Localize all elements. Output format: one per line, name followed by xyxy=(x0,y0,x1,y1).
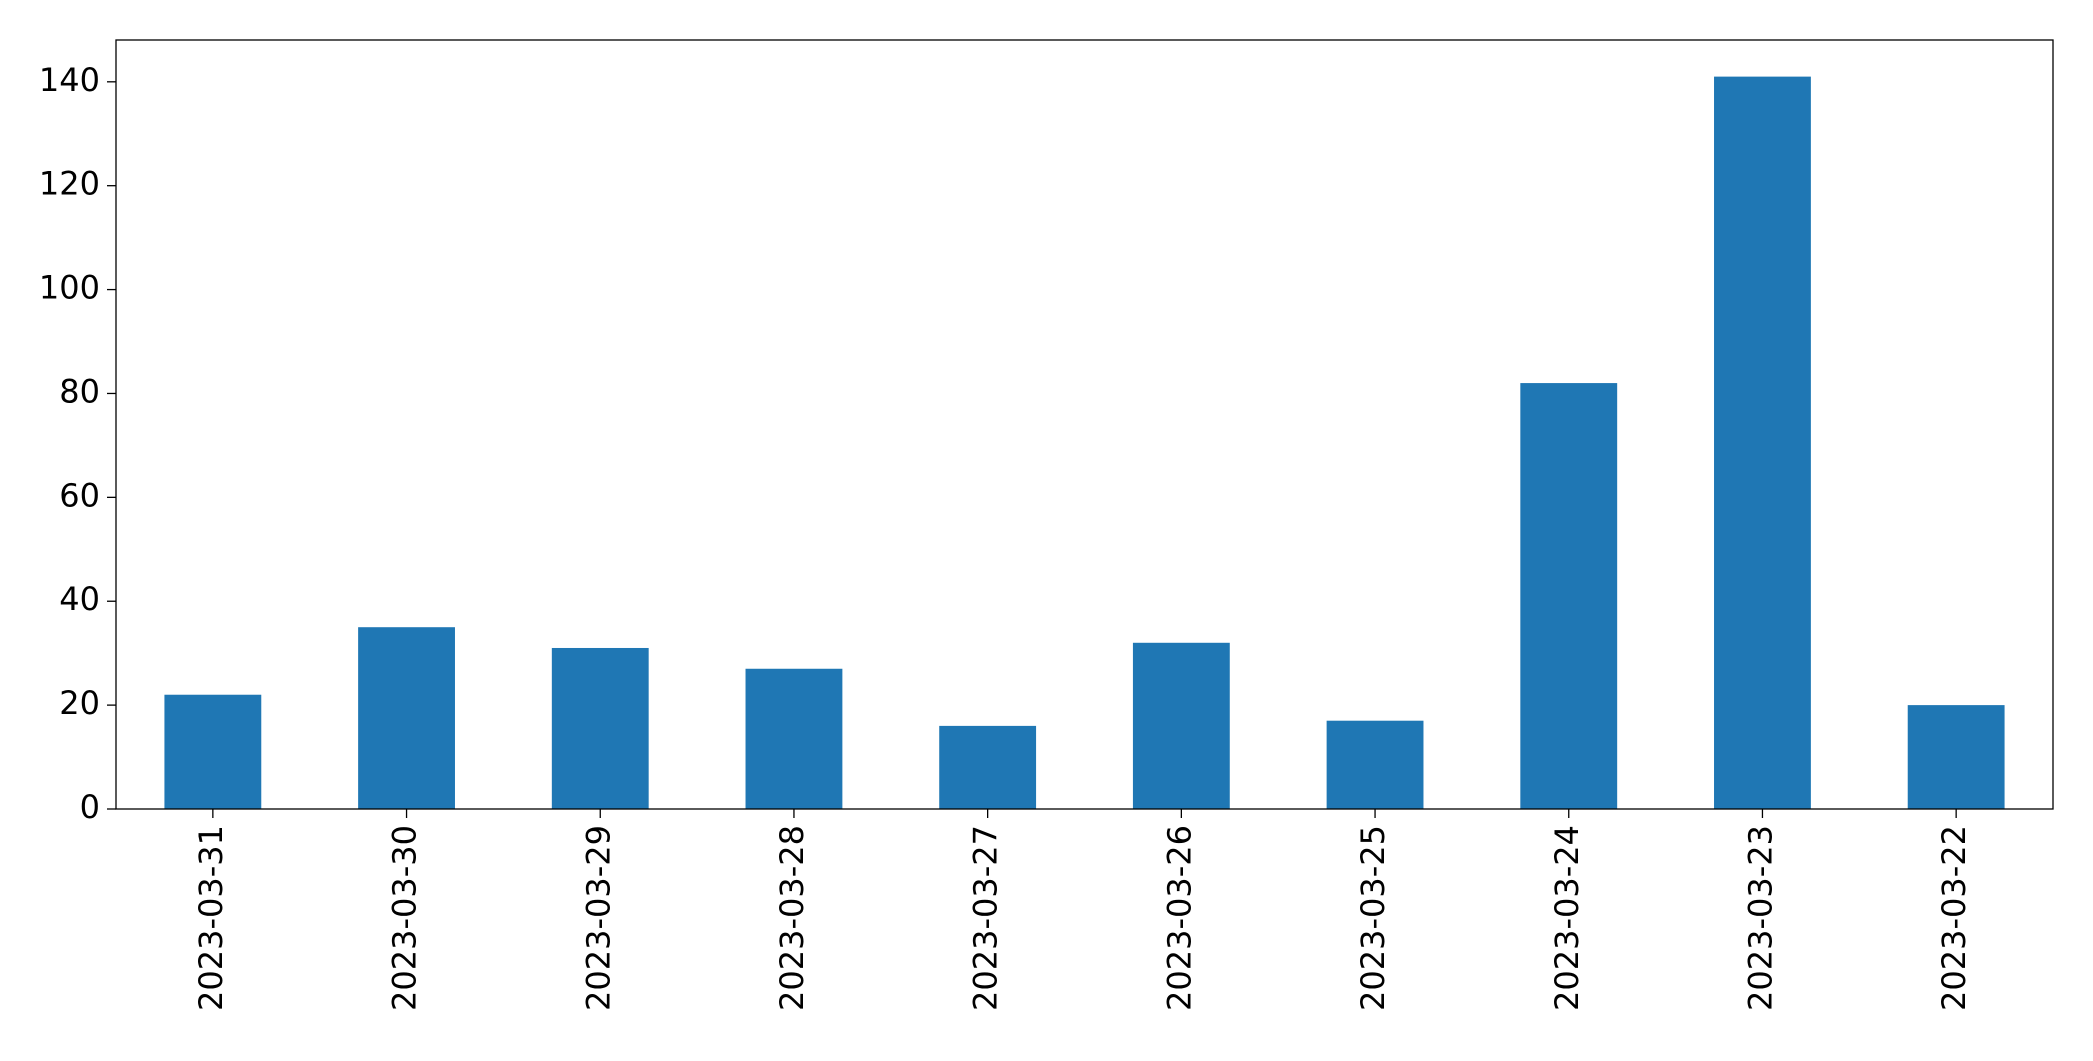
bar xyxy=(745,668,843,809)
x-tick-label: 2023-03-22 xyxy=(1935,825,1973,1011)
x-tick-label: 2023-03-25 xyxy=(1354,825,1392,1011)
y-tick-label: 80 xyxy=(59,372,100,410)
bar xyxy=(1132,642,1230,809)
y-tick-label: 100 xyxy=(39,269,100,307)
bar xyxy=(939,725,1037,809)
x-tick-label: 2023-03-28 xyxy=(773,825,811,1011)
x-tick-label: 2023-03-23 xyxy=(1741,825,1779,1011)
x-tick-label: 2023-03-26 xyxy=(1160,825,1198,1011)
bar xyxy=(164,694,262,809)
x-tick-label: 2023-03-31 xyxy=(192,825,230,1011)
y-tick-label: 140 xyxy=(39,61,100,99)
y-tick-label: 0 xyxy=(80,788,100,826)
y-tick-label: 20 xyxy=(59,684,100,722)
x-tick-label: 2023-03-29 xyxy=(579,825,617,1011)
bar xyxy=(1907,705,2005,809)
x-tick-label: 2023-03-27 xyxy=(967,825,1005,1011)
y-tick-label: 120 xyxy=(39,165,100,203)
bar xyxy=(1714,76,1811,810)
y-tick-label: 40 xyxy=(59,580,100,618)
bar xyxy=(358,627,455,809)
plot-frame xyxy=(115,39,2054,810)
x-tick-label: 2023-03-30 xyxy=(386,825,424,1011)
bar xyxy=(1520,383,1618,809)
y-tick-label: 60 xyxy=(59,476,100,514)
bar xyxy=(551,647,649,809)
bar xyxy=(1326,720,1424,809)
x-tick-label: 2023-03-24 xyxy=(1548,825,1586,1011)
